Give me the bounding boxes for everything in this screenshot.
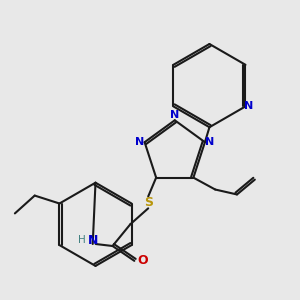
Text: S: S: [144, 196, 153, 209]
Text: H: H: [78, 235, 86, 245]
Text: N: N: [135, 137, 144, 147]
Text: N: N: [205, 137, 214, 147]
Text: O: O: [137, 254, 148, 267]
Text: N: N: [170, 110, 179, 120]
Text: N: N: [88, 233, 98, 247]
Text: N: N: [244, 101, 253, 111]
